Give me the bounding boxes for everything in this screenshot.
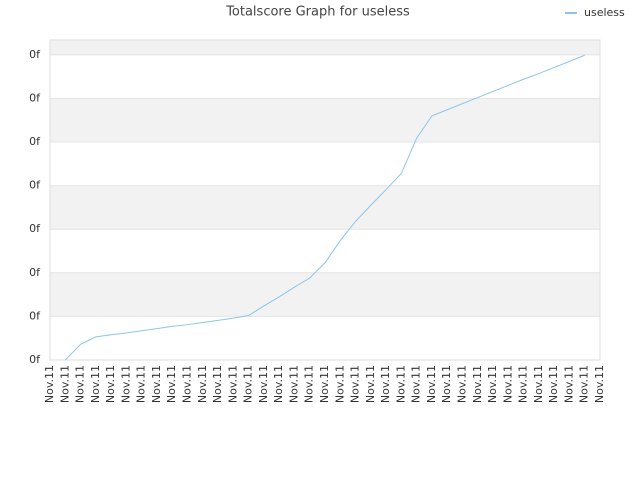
x-tick-label: Nov.11 [517,365,530,403]
x-tick-label: Nov.11 [303,365,316,403]
x-tick-label: Nov.11 [74,365,87,403]
y-tick-label: 0f [29,91,41,104]
chart-title: Totalscore Graph for useless [225,5,410,20]
x-tick-label: Nov.11 [165,365,178,403]
x-tick-label: Nov.11 [287,365,300,403]
band [50,142,600,186]
x-tick-label: Nov.11 [562,365,575,403]
band [50,98,600,143]
x-tick-label: Nov.11 [181,365,194,403]
x-tick-label: Nov.11 [349,365,362,403]
x-tick-label: Nov.11 [364,365,377,403]
x-tick-label: Nov.11 [272,365,285,403]
x-tick-label: Nov.11 [593,365,606,403]
x-tick-label: Nov.11 [456,365,469,403]
x-tick-label: Nov.11 [425,365,438,403]
x-tick-label: Nov.11 [119,365,132,403]
band [50,272,600,317]
x-tick-label: Nov.11 [150,365,163,403]
y-tick-label: 0f [29,353,41,366]
x-tick-label: Nov.11 [196,365,209,403]
x-tick-label: Nov.11 [532,365,545,403]
plot-border [49,39,601,361]
band [50,316,600,360]
x-tick-label: Nov.11 [257,365,270,403]
x-tick-label: Nov.11 [242,365,255,403]
y-tick-label: 0f [29,222,41,235]
x-tick-label: Nov.11 [471,365,484,403]
x-tick-label: Nov.11 [394,365,407,403]
x-tick-label: Nov.11 [211,365,224,403]
x-tick-label: Nov.11 [501,365,514,403]
x-tick-label: Nov.11 [486,365,499,403]
y-tick-label: 0f [29,266,41,279]
x-tick-label: Nov.11 [58,365,71,403]
x-tick-label: Nov.11 [43,365,56,403]
band [50,40,600,55]
x-tick-label: Nov.11 [379,365,392,403]
band [50,229,600,273]
data-line [64,54,585,361]
band [50,54,600,99]
x-tick-label: Nov.11 [318,365,331,403]
band [50,185,600,230]
y-tick-label: 0f [29,179,41,192]
x-tick-label: Nov.11 [410,365,423,403]
x-tick-label: Nov.11 [104,365,117,403]
x-tick-label: Nov.11 [135,365,148,403]
x-tick-label: Nov.11 [547,365,560,403]
y-tick-label: 0f [29,309,41,322]
x-tick-label: Nov.11 [440,365,453,403]
x-tick-label: Nov.11 [89,365,102,403]
x-tick-label: Nov.11 [226,365,239,403]
x-tick-label: Nov.11 [578,365,591,403]
legend-label: useless [584,6,625,19]
y-tick-label: 0f [29,135,41,148]
y-tick-label: 0f [29,48,41,61]
x-tick-label: Nov.11 [333,365,346,403]
